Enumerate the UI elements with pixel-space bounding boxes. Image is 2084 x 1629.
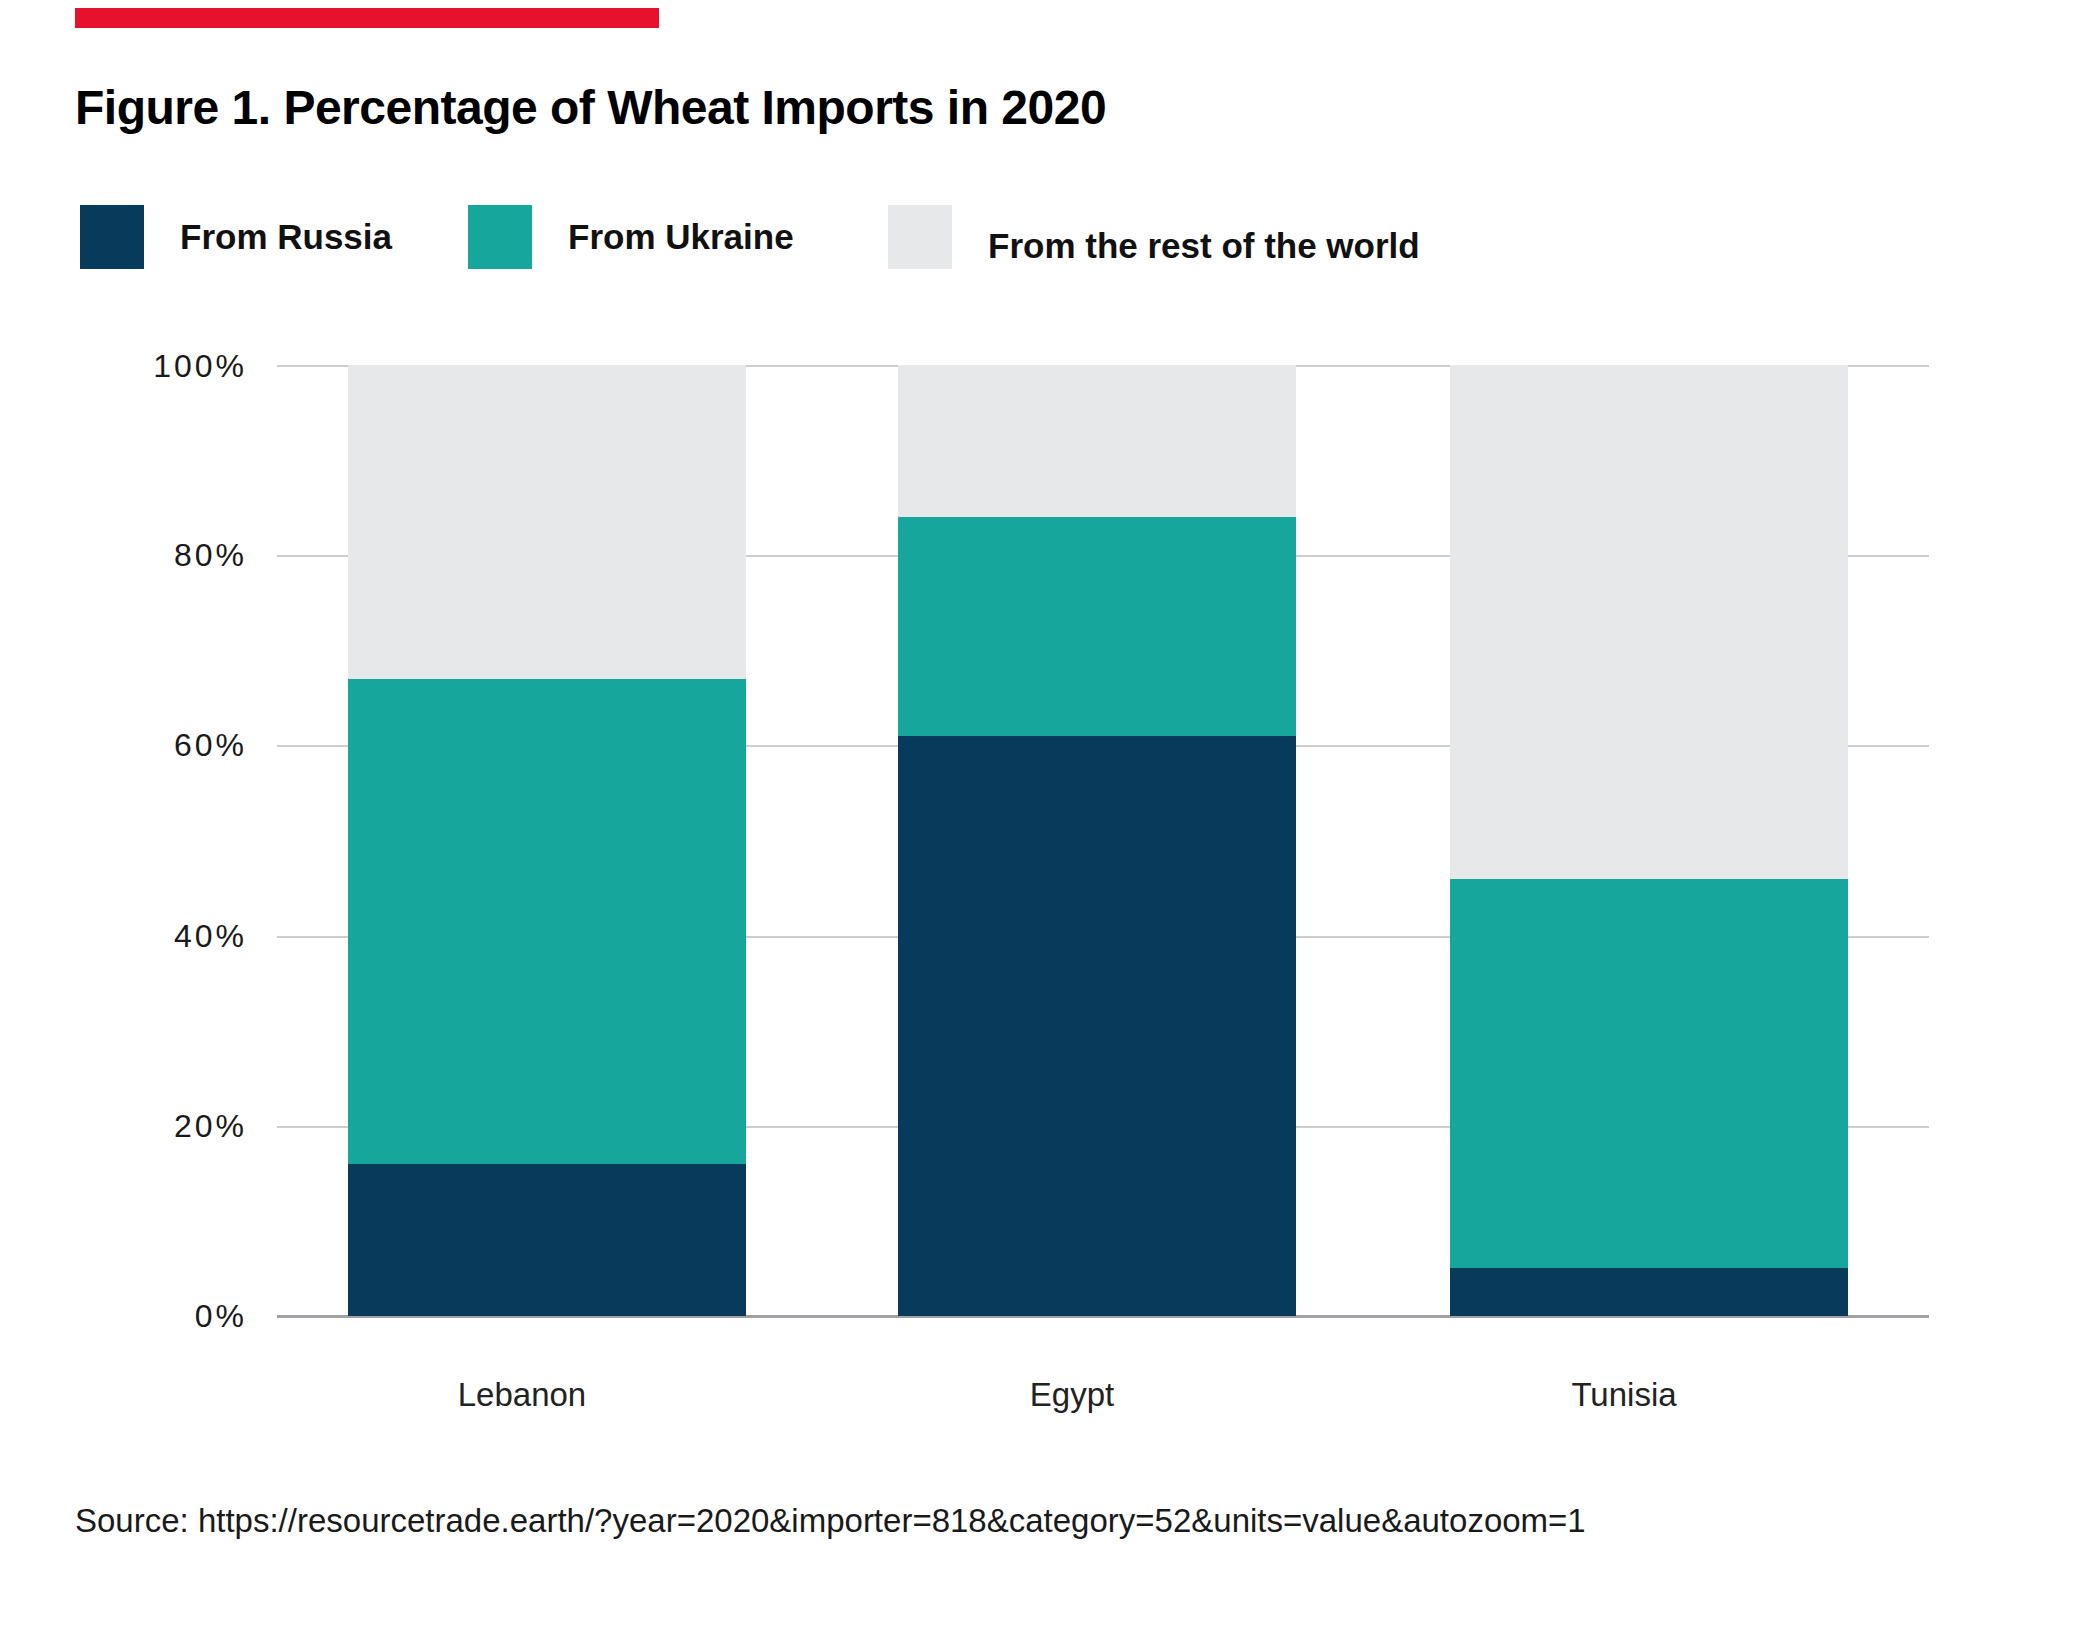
- segment-tunisia-ukraine: [1450, 879, 1848, 1269]
- legend-item-rest-of-world: From the rest of the world: [888, 205, 1420, 269]
- y-tick-60: 60%: [174, 727, 247, 764]
- legend-label-ukraine: From Ukraine: [568, 217, 794, 257]
- x-label-tunisia: Tunisia: [1425, 1376, 1823, 1414]
- segment-tunisia-rest-of-world: [1450, 365, 1848, 879]
- bar-lebanon: [348, 365, 746, 1316]
- x-label-lebanon: Lebanon: [323, 1376, 721, 1414]
- bar-egypt: [898, 365, 1296, 1316]
- segment-egypt-ukraine: [898, 517, 1296, 736]
- segment-tunisia-russia: [1450, 1268, 1848, 1316]
- y-tick-0: 0%: [195, 1298, 247, 1335]
- plot-area: 100% 80% 60% 40% 20% 0% Lebanon Egypt Tu…: [277, 365, 1929, 1316]
- legend-swatch-russia: [80, 205, 144, 269]
- segment-lebanon-russia: [348, 1164, 746, 1316]
- legend-swatch-ukraine: [468, 205, 532, 269]
- legend-item-russia: From Russia: [80, 205, 392, 269]
- accent-bar: [75, 8, 659, 28]
- segment-lebanon-rest-of-world: [348, 365, 746, 679]
- figure-title: Figure 1. Percentage of Wheat Imports in…: [75, 80, 1106, 135]
- y-tick-80: 80%: [174, 537, 247, 574]
- segment-egypt-rest-of-world: [898, 365, 1296, 517]
- y-tick-20: 20%: [174, 1107, 247, 1144]
- figure-page: Figure 1. Percentage of Wheat Imports in…: [0, 0, 2084, 1629]
- y-tick-40: 40%: [174, 917, 247, 954]
- x-label-egypt: Egypt: [873, 1376, 1271, 1414]
- segment-lebanon-ukraine: [348, 679, 746, 1164]
- bar-tunisia: [1450, 365, 1848, 1316]
- legend-item-ukraine: From Ukraine: [468, 205, 794, 269]
- source-text: Source: https://resourcetrade.earth/?yea…: [75, 1502, 1586, 1540]
- y-tick-100: 100%: [153, 348, 247, 385]
- legend-swatch-rest-of-world: [888, 205, 952, 269]
- legend-label-rest-of-world: From the rest of the world: [988, 226, 1420, 266]
- segment-egypt-russia: [898, 736, 1296, 1316]
- legend-label-russia: From Russia: [180, 217, 392, 257]
